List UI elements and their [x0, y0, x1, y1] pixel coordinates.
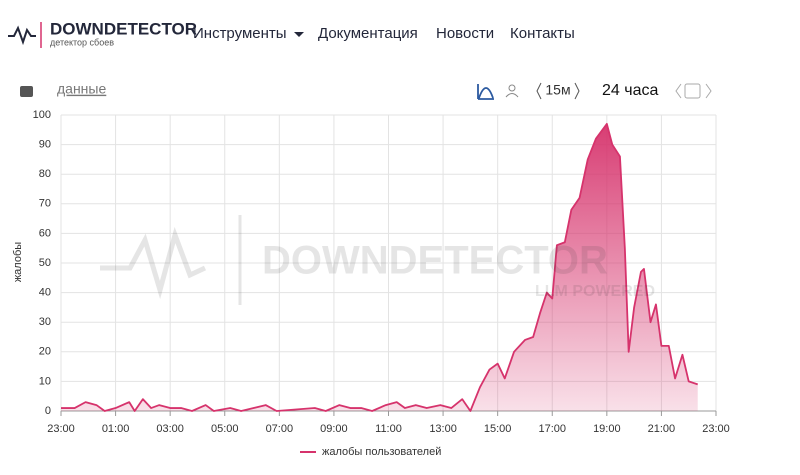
- next[interactable]: [705, 83, 712, 99]
- y-tick-label: 90: [39, 139, 51, 151]
- interval[interactable]: 15м: [545, 82, 570, 98]
- data-link[interactable]: данные: [57, 81, 106, 97]
- area: [61, 123, 698, 411]
- calendar-icon[interactable]: [684, 83, 701, 99]
- watermark-sub: LLM POWERED: [535, 283, 655, 300]
- legend-label[interactable]: жалобы пользователей: [322, 446, 441, 458]
- x-tick-label: 17:00: [538, 423, 566, 435]
- y-axis-label: жалобы: [12, 242, 24, 282]
- x-tick-label: 23:00: [47, 423, 75, 435]
- chart-icon[interactable]: [477, 84, 494, 100]
- watermark-text: DOWNDETECTOR: [262, 239, 608, 283]
- bracket: [536, 82, 542, 100]
- plot: [60, 114, 717, 416]
- line: [61, 122, 698, 412]
- x-tick-label: 07:00: [266, 423, 294, 435]
- dropdown-caret: [294, 32, 304, 37]
- x-tick-label: 09:00: [320, 423, 348, 435]
- y-tick-label: 10: [39, 375, 51, 387]
- x-tick-label: 21:00: [648, 423, 676, 435]
- watermark-icon: [100, 226, 207, 300]
- y-tick-label: 100: [33, 109, 51, 121]
- y-tick-label: 80: [39, 168, 51, 180]
- user-icon[interactable]: [508, 84, 516, 92]
- x-tick-label: 11:00: [375, 423, 402, 435]
- y-tick-label: 60: [39, 227, 51, 239]
- nav-item[interactable]: Новости: [436, 25, 494, 42]
- x-tick-label: 15:00: [484, 423, 512, 435]
- x-tick-label: 03:00: [156, 423, 184, 435]
- nav-item[interactable]: Инструменты: [193, 25, 287, 42]
- prev[interactable]: [675, 83, 682, 99]
- watermark: DOWNDETECTOR LLM POWERED: [100, 215, 655, 305]
- nav-item[interactable]: Контакты: [510, 25, 575, 42]
- y-tick-label: 70: [39, 198, 51, 210]
- logo-icon: [8, 25, 36, 46]
- x-tick-label: 01:00: [102, 423, 130, 435]
- bracket: [574, 82, 580, 100]
- y-tick-label: 40: [39, 287, 51, 299]
- logo[interactable]: DOWNDETECTOR: [50, 19, 197, 38]
- x-tick-label: 05:00: [211, 423, 239, 435]
- y-tick-label: 0: [45, 405, 51, 417]
- camera-icon[interactable]: [20, 86, 33, 97]
- x-tick-label: 13:00: [429, 423, 457, 435]
- navbar: [0, 0, 800, 68]
- range[interactable]: 24 часа: [602, 82, 658, 99]
- y-tick-label: 50: [39, 257, 51, 269]
- x-tick-label: 23:00: [702, 423, 730, 435]
- tagline: детектор сбоев: [50, 37, 114, 47]
- y-tick-label: 20: [39, 346, 51, 358]
- user-icon-body: [505, 93, 519, 98]
- x-tick-label: 19:00: [593, 423, 621, 435]
- y-tick-label: 30: [39, 316, 51, 328]
- nav-item[interactable]: Документация: [318, 25, 418, 42]
